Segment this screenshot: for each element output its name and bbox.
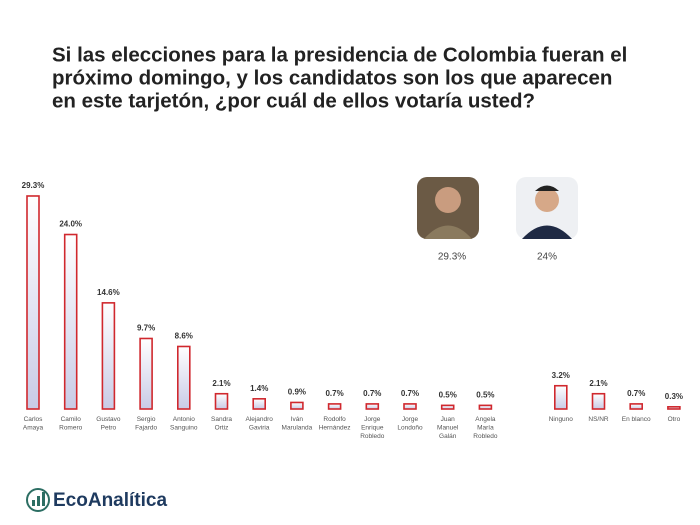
x-tick-label: En blanco: [622, 416, 651, 423]
chart-title: próximo domingo, y los candidatos son lo…: [52, 66, 612, 89]
bar: [252, 398, 266, 410]
value-label: 0.3%: [665, 392, 683, 401]
x-tick-label: Otro: [668, 416, 681, 423]
bar: [327, 403, 342, 410]
bar: [63, 233, 78, 410]
x-tick-label: Antonio Sanguino: [170, 416, 198, 432]
bar: [629, 403, 644, 410]
value-label: 8.6%: [175, 332, 193, 341]
bar: [290, 401, 304, 410]
value-label: 2.1%: [212, 379, 230, 388]
value-label: 1.4%: [250, 384, 268, 393]
x-tick-label: Ninguno: [549, 416, 574, 423]
x-tick-label: Carlos Amaya: [23, 416, 44, 432]
bar: [26, 195, 40, 410]
value-label: 3.2%: [552, 371, 570, 380]
x-tick-label: Iván Marulanda: [282, 416, 313, 432]
bar: [440, 404, 455, 410]
value-label: 2.1%: [589, 379, 607, 388]
value-label: 0.5%: [439, 390, 457, 399]
bar: [553, 384, 568, 410]
x-tick-label: Jorge Londoño: [397, 416, 423, 432]
bar: [667, 406, 681, 410]
photo-label: 29.3%: [438, 252, 466, 263]
bar: [139, 337, 153, 410]
value-label: 0.9%: [288, 388, 306, 397]
value-label: 9.7%: [137, 324, 155, 333]
value-label: 29.3%: [22, 181, 45, 190]
bar: [365, 403, 380, 410]
x-tick-label: Camilo Romero: [59, 416, 83, 432]
bar: [478, 404, 493, 410]
photo-label: 24%: [537, 252, 557, 263]
bar: [214, 392, 229, 410]
logo-icon: [26, 488, 50, 512]
photo: [417, 177, 578, 239]
x-tick-label: Rodolfo Hernández: [319, 416, 351, 432]
bar: [403, 403, 417, 410]
x-tick-label: Sandra Ortiz: [211, 416, 232, 432]
brand: EcoAnalítica: [53, 490, 167, 511]
chart-title: Si las elecciones para la presidencia de…: [52, 43, 627, 66]
x-tick-label: Gustavo Petro: [96, 416, 121, 432]
value-label: 0.7%: [627, 389, 645, 398]
bar: [591, 392, 606, 410]
x-tick-label: Alejandro Gaviria: [245, 416, 273, 432]
chart-title: en este tarjetón, ¿por cuál de ellos vot…: [52, 89, 535, 112]
value-label: 0.7%: [401, 389, 419, 398]
x-tick-label: Angela María Robledo: [473, 416, 498, 440]
value-label: 0.7%: [363, 389, 381, 398]
x-tick-label: Juan Manuel Galán: [437, 416, 459, 440]
bar: [101, 302, 116, 410]
x-tick-label: Jorge Enrique Robledo: [360, 416, 385, 440]
value-label: 14.6%: [97, 288, 120, 297]
value-label: 24.0%: [59, 220, 82, 229]
value-label: 0.7%: [325, 389, 343, 398]
x-tick-label: NS/NR: [588, 416, 609, 423]
x-tick-label: Sergio Fajardo: [135, 416, 157, 432]
bar: [177, 345, 191, 410]
value-label: 0.5%: [476, 390, 494, 399]
